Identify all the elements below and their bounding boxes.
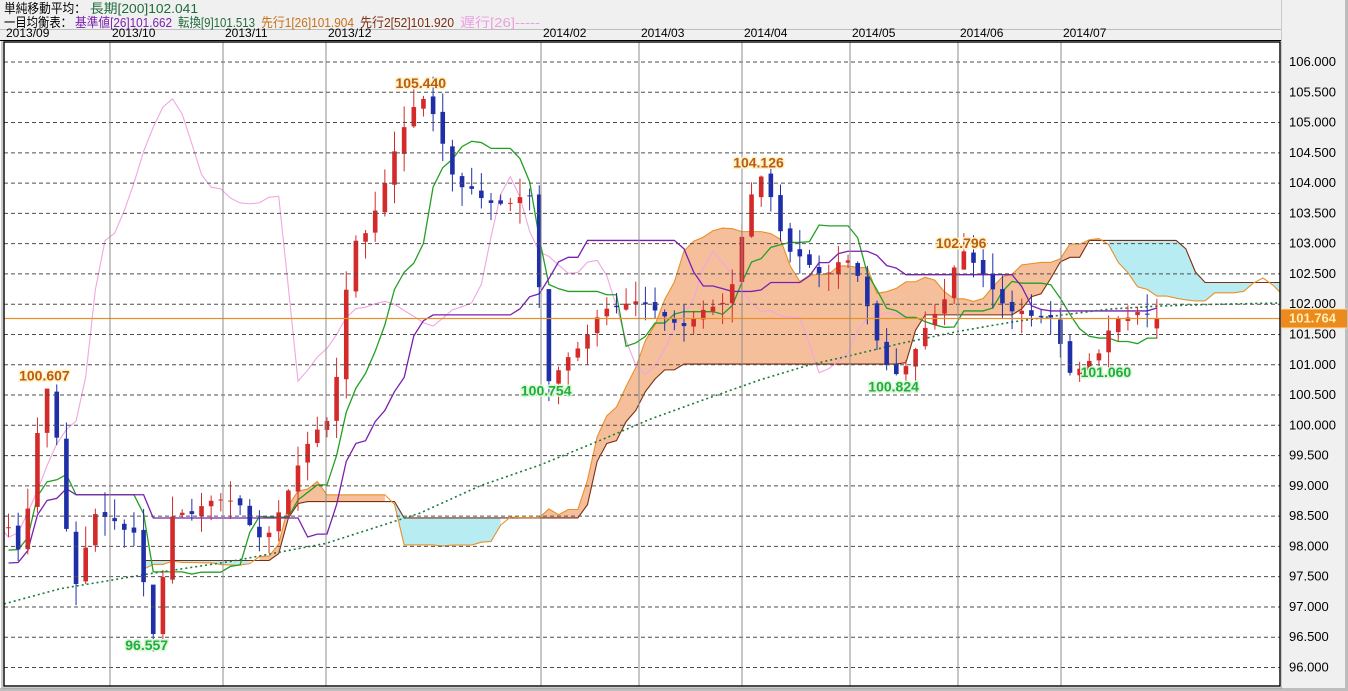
svg-text:100.754: 100.754 xyxy=(521,383,572,399)
svg-text:100.000: 100.000 xyxy=(1289,417,1336,432)
svg-text:104.126: 104.126 xyxy=(733,154,784,170)
svg-text:97.500: 97.500 xyxy=(1289,569,1329,584)
svg-text:転換[9]101.513: 転換[9]101.513 xyxy=(178,15,255,30)
svg-text:103.500: 103.500 xyxy=(1289,205,1336,220)
svg-text:106.000: 106.000 xyxy=(1289,54,1336,69)
svg-text:96.000: 96.000 xyxy=(1289,660,1329,675)
svg-text:101.000: 101.000 xyxy=(1289,357,1336,372)
svg-text:2014/07: 2014/07 xyxy=(1063,26,1107,40)
svg-text:遅行[26]-----: 遅行[26]----- xyxy=(460,15,540,30)
svg-text:101.500: 101.500 xyxy=(1289,326,1336,341)
svg-text:101.764: 101.764 xyxy=(1289,310,1337,325)
svg-text:102.796: 102.796 xyxy=(936,235,987,251)
svg-text:2014/04: 2014/04 xyxy=(744,26,788,40)
svg-text:103.000: 103.000 xyxy=(1289,236,1336,251)
svg-text:98.000: 98.000 xyxy=(1289,538,1329,553)
svg-text:基準値[26]101.662: 基準値[26]101.662 xyxy=(75,15,172,30)
svg-text:先行1[26]101.904: 先行1[26]101.904 xyxy=(261,15,354,30)
svg-text:97.000: 97.000 xyxy=(1289,599,1329,614)
svg-text:先行2[52]101.920: 先行2[52]101.920 xyxy=(360,15,454,30)
svg-text:2014/03: 2014/03 xyxy=(641,26,685,40)
svg-text:102.500: 102.500 xyxy=(1289,266,1336,281)
svg-text:96.557: 96.557 xyxy=(125,637,168,653)
svg-text:105.000: 105.000 xyxy=(1289,115,1336,130)
svg-text:2014/05: 2014/05 xyxy=(852,26,896,40)
svg-text:101.060: 101.060 xyxy=(1081,364,1132,380)
svg-text:100.824: 100.824 xyxy=(868,378,919,394)
svg-text:2014/06: 2014/06 xyxy=(960,26,1004,40)
svg-text:99.500: 99.500 xyxy=(1289,448,1329,463)
svg-text:2014/02: 2014/02 xyxy=(543,26,587,40)
svg-text:104.000: 104.000 xyxy=(1289,175,1336,190)
svg-text:一目均衡表：: 一目均衡表： xyxy=(4,15,72,30)
svg-text:長期[200]102.041: 長期[200]102.041 xyxy=(90,1,198,16)
svg-text:104.500: 104.500 xyxy=(1289,145,1336,160)
svg-text:単純移動平均：: 単純移動平均： xyxy=(4,1,86,16)
svg-text:105.440: 105.440 xyxy=(395,75,446,91)
svg-text:99.000: 99.000 xyxy=(1289,478,1329,493)
svg-text:98.500: 98.500 xyxy=(1289,508,1329,523)
svg-text:100.500: 100.500 xyxy=(1289,387,1336,402)
svg-text:100.607: 100.607 xyxy=(19,368,70,384)
svg-text:96.500: 96.500 xyxy=(1289,629,1329,644)
svg-text:105.500: 105.500 xyxy=(1289,84,1336,99)
